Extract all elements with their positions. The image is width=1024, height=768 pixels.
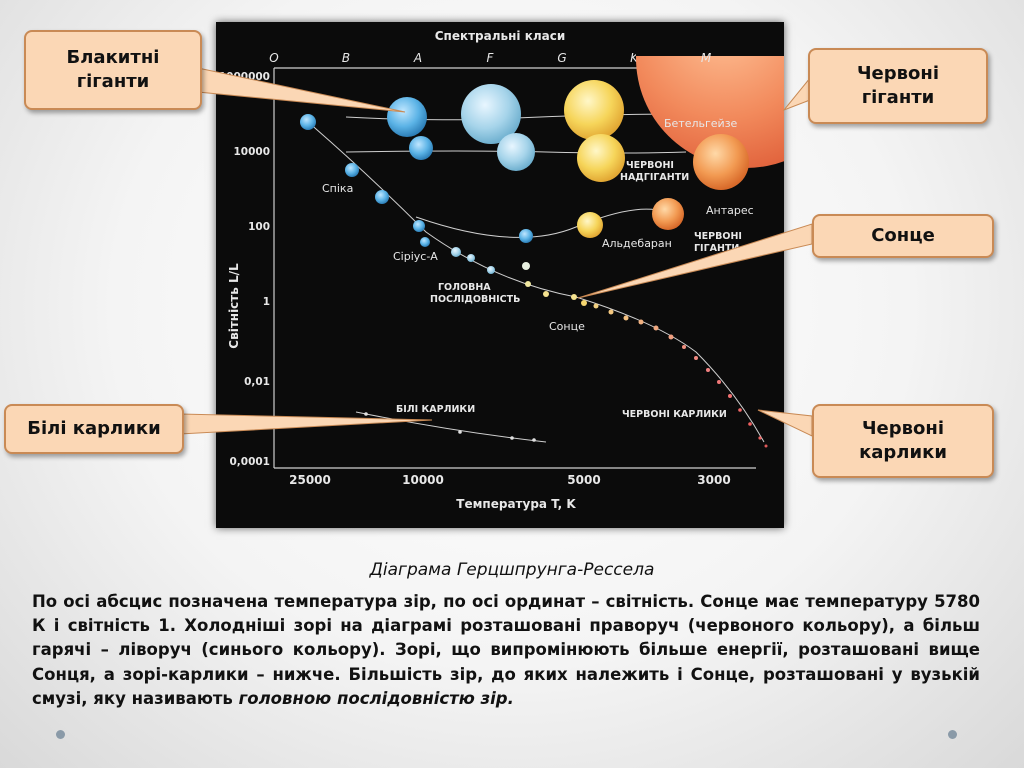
y-axis-label: Світність L/L	[227, 263, 241, 349]
red-dwarfs-callout: Червоні карлики	[812, 404, 994, 478]
white-dwarf-4	[532, 438, 536, 442]
spectral-class-k: K	[630, 51, 639, 65]
corner-dot-left	[56, 730, 65, 739]
main-seq-star-g2	[543, 291, 549, 297]
main-seq-star-m5	[717, 380, 721, 384]
red-supergiants-label: ЧЕРВОНІ НАДГІГАНТИ	[620, 160, 689, 183]
main-seq-star-o	[300, 114, 316, 130]
description-paragraph: По осі абсцис позначена температура зір,…	[32, 590, 980, 711]
red-supergiant-star	[693, 134, 749, 190]
main-seq-star-g3	[581, 300, 587, 306]
betelgeuse-label: Бетельгейзе	[664, 117, 738, 130]
spectral-classes-title: Спектральні класи	[435, 29, 566, 43]
main-seq-star-f	[467, 254, 475, 262]
main-seq-star-m9	[758, 436, 762, 440]
blue-giants-callout: Блакитні гіганти	[24, 30, 202, 110]
main-seq-star-a2	[451, 247, 461, 257]
main-seq-star-f2	[487, 266, 495, 274]
blue-giant-star-2	[409, 136, 433, 160]
red-giants-pointer	[782, 76, 811, 112]
y-tick-1: 1	[263, 296, 270, 308]
main-seq-star-g1	[525, 281, 531, 287]
diagram-canvas: Спектральні класи O B A F G K M 1000000 …	[219, 22, 784, 511]
main-seq-star-a	[420, 237, 430, 247]
antares-label: Антарес	[706, 204, 754, 217]
sun-star	[571, 294, 577, 300]
white-dwarf-2	[458, 430, 462, 434]
x-tick-25000: 25000	[289, 473, 331, 487]
main-seq-star-m8	[748, 422, 752, 426]
main-seq-star-m7	[738, 408, 742, 412]
spectral-class-f: F	[487, 51, 495, 65]
blue-giant-star-1	[387, 97, 427, 137]
diagram-caption: Діаграма Герцшпрунга-Рессела	[369, 560, 655, 580]
antares-star	[652, 198, 684, 230]
spectral-class-b: B	[342, 51, 350, 65]
white-giant-star-1	[461, 84, 521, 144]
main-seq-star-k3	[638, 319, 644, 325]
y-tick-1000000: 1000000	[219, 71, 270, 83]
sirius-label: Сіріус-А	[393, 250, 438, 263]
y-tick-0-01: 0,01	[244, 376, 270, 388]
x-axis-label: Температура T, K	[456, 497, 576, 511]
yellow-supergiant-star	[564, 80, 624, 140]
white-dwarfs-callout: Білі карлики	[4, 404, 184, 454]
main-sequence-label: ГОЛОВНА ПОСЛІДОВНІСТЬ	[430, 282, 520, 305]
white-dwarf-3	[510, 436, 514, 440]
spica-label: Спіка	[322, 182, 353, 195]
main-seq-star-m2	[682, 345, 686, 349]
red-giant-track	[415, 208, 667, 238]
red-giants-inner-label: ЧЕРВОНІ ГІГАНТИ	[694, 231, 742, 254]
x-tick-5000: 5000	[567, 473, 600, 487]
main-seq-star-k1	[608, 309, 614, 315]
white-dwarf-track	[355, 411, 547, 443]
betelgeuse-star	[636, 22, 784, 168]
spectral-class-g: G	[557, 51, 566, 65]
description-text: По осі абсцис позначена температура зір,…	[32, 592, 980, 708]
corner-dot-right	[948, 730, 957, 739]
white-dwarf-1	[364, 412, 368, 416]
main-seq-star-m10	[764, 444, 768, 448]
sun-callout: Сонце	[812, 214, 994, 258]
y-tick-0-0001: 0,0001	[229, 456, 270, 468]
main-seq-star-m6	[728, 394, 732, 398]
red-dwarfs-label: ЧЕРВОНІ КАРЛИКИ	[622, 409, 727, 420]
hertzsprung-russell-diagram: Спектральні класи O B A F G K M 1000000 …	[216, 22, 784, 528]
sirius-star	[413, 220, 425, 232]
spica-star	[345, 163, 359, 177]
white-dwarfs-label: БІЛІ КАРЛИКИ	[396, 404, 475, 415]
panel-top-mask	[636, 22, 784, 56]
red-giant-star-small	[519, 229, 533, 243]
yellow-giant-star	[577, 134, 625, 182]
main-seq-star-b	[375, 190, 389, 204]
x-tick-10000: 10000	[402, 473, 444, 487]
sun-label: Сонце	[549, 320, 585, 333]
y-tick-10000: 10000	[233, 146, 270, 158]
spectral-class-m-overlay: M	[701, 51, 712, 65]
main-seq-star-f3	[522, 262, 530, 270]
aldebaran-star	[577, 212, 603, 238]
description-emphasis: головною послідовністю зір.	[238, 688, 514, 708]
spectral-class-o: O	[269, 51, 278, 65]
main-seq-star-g4	[593, 303, 599, 309]
main-seq-star-k4	[653, 325, 659, 331]
main-seq-star-k2	[623, 315, 629, 321]
main-seq-star-m4	[706, 368, 710, 372]
white-giant-star-2	[497, 133, 535, 171]
red-giants-callout: Червоні гіганти	[808, 48, 988, 124]
spectral-class-a: A	[413, 51, 422, 65]
y-tick-100: 100	[248, 221, 270, 233]
aldebaran-label: Альдебаран	[602, 237, 672, 250]
x-tick-3000: 3000	[697, 473, 730, 487]
main-seq-star-m1	[668, 334, 674, 340]
main-seq-star-m3	[694, 356, 698, 360]
